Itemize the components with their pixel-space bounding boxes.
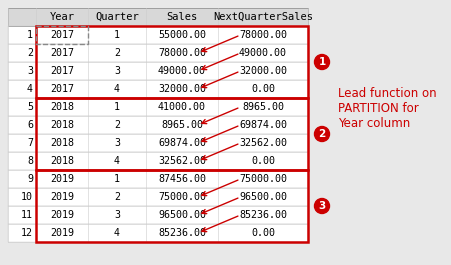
Text: 3: 3 [114, 138, 120, 148]
Text: 2: 2 [114, 192, 120, 202]
Bar [36, 98, 307, 170]
Circle shape [314, 126, 329, 142]
Text: 1: 1 [318, 57, 325, 67]
Text: 3: 3 [114, 210, 120, 220]
Text: 0.00: 0.00 [250, 228, 274, 238]
Text: 2018: 2018 [50, 102, 74, 112]
Text: 1: 1 [114, 102, 120, 112]
Bar [8, 188, 307, 206]
Bar [8, 170, 307, 188]
Text: 78000.00: 78000.00 [239, 30, 286, 40]
Text: 8965.00: 8965.00 [161, 120, 202, 130]
Bar [8, 8, 307, 26]
Text: Lead function on
PARTITION for
Year column: Lead function on PARTITION for Year colu… [337, 87, 436, 130]
Text: 32000.00: 32000.00 [158, 84, 206, 94]
Text: 2018: 2018 [50, 138, 74, 148]
Text: 2017: 2017 [50, 30, 74, 40]
Text: NextQuarterSales: NextQuarterSales [212, 12, 312, 22]
Text: 96500.00: 96500.00 [158, 210, 206, 220]
Text: 32562.00: 32562.00 [158, 156, 206, 166]
Text: 2019: 2019 [50, 174, 74, 184]
Bar [8, 152, 307, 170]
Bar [8, 116, 307, 134]
Text: 69874.00: 69874.00 [239, 120, 286, 130]
Text: Year: Year [50, 12, 74, 22]
Text: 75000.00: 75000.00 [158, 192, 206, 202]
Text: 4: 4 [27, 84, 33, 94]
Text: 1: 1 [27, 30, 33, 40]
Text: 3: 3 [318, 201, 325, 211]
Text: 4: 4 [114, 228, 120, 238]
Text: 1: 1 [114, 174, 120, 184]
Text: 85236.00: 85236.00 [239, 210, 286, 220]
Text: 5: 5 [27, 102, 33, 112]
Bar [36, 170, 307, 242]
Bar [8, 224, 307, 242]
Bar [8, 80, 307, 98]
Text: 11: 11 [21, 210, 33, 220]
Text: 2017: 2017 [50, 66, 74, 76]
Text: 2019: 2019 [50, 228, 74, 238]
Text: Sales: Sales [166, 12, 197, 22]
Text: 2017: 2017 [50, 84, 74, 94]
Text: 0.00: 0.00 [250, 156, 274, 166]
Text: 2017: 2017 [50, 48, 74, 58]
Text: 8965.00: 8965.00 [241, 102, 283, 112]
Text: 8: 8 [27, 156, 33, 166]
Text: 2: 2 [318, 129, 325, 139]
Text: 55000.00: 55000.00 [158, 30, 206, 40]
Circle shape [314, 55, 329, 69]
Text: 2018: 2018 [50, 120, 74, 130]
Text: 69874.00: 69874.00 [158, 138, 206, 148]
Text: 32562.00: 32562.00 [239, 138, 286, 148]
Text: 87456.00: 87456.00 [158, 174, 206, 184]
Text: 2: 2 [114, 120, 120, 130]
Text: 2018: 2018 [50, 156, 74, 166]
Bar [8, 26, 307, 44]
Text: 32000.00: 32000.00 [239, 66, 286, 76]
Text: 3: 3 [27, 66, 33, 76]
Text: 85236.00: 85236.00 [158, 228, 206, 238]
Bar [8, 134, 307, 152]
Text: 4: 4 [114, 156, 120, 166]
Bar [8, 62, 307, 80]
Bar [36, 26, 307, 98]
Text: 41000.00: 41000.00 [158, 102, 206, 112]
Text: 0.00: 0.00 [250, 84, 274, 94]
Text: 1: 1 [114, 30, 120, 40]
Text: 49000.00: 49000.00 [158, 66, 206, 76]
Text: 2019: 2019 [50, 192, 74, 202]
Text: 2019: 2019 [50, 210, 74, 220]
Text: 4: 4 [114, 84, 120, 94]
Text: 9: 9 [27, 174, 33, 184]
Bar [8, 98, 307, 116]
Bar [8, 44, 307, 62]
Text: 96500.00: 96500.00 [239, 192, 286, 202]
Text: 2: 2 [114, 48, 120, 58]
Bar [8, 206, 307, 224]
Text: 6: 6 [27, 120, 33, 130]
Circle shape [314, 198, 329, 214]
Text: 78000.00: 78000.00 [158, 48, 206, 58]
Bar [36, 26, 88, 44]
Text: 2: 2 [27, 48, 33, 58]
Text: Quarter: Quarter [95, 12, 138, 22]
Text: 10: 10 [21, 192, 33, 202]
Text: 3: 3 [114, 66, 120, 76]
Text: 75000.00: 75000.00 [239, 174, 286, 184]
Text: 7: 7 [27, 138, 33, 148]
Text: 12: 12 [21, 228, 33, 238]
Text: 49000.00: 49000.00 [239, 48, 286, 58]
